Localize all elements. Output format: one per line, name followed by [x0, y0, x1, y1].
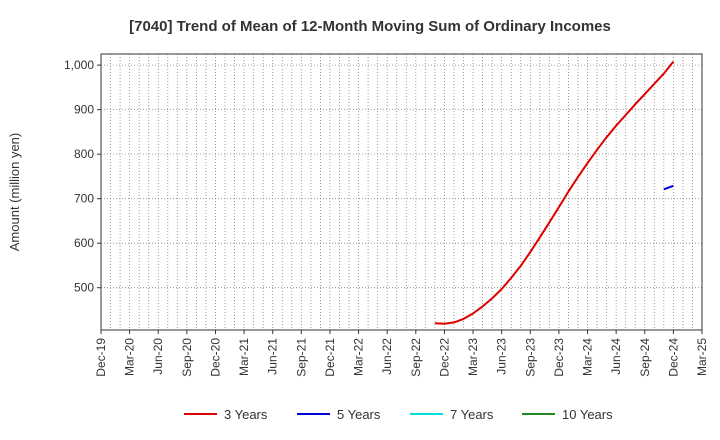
y-tick-label: 600: [74, 236, 94, 250]
x-tick-label: Dec-19: [94, 338, 108, 377]
y-axis: 500 600 700 800 900 1,000: [64, 58, 101, 295]
plot-area: [100, 53, 703, 331]
x-tick-label: Mar-21: [237, 338, 251, 376]
x-axis: Dec-19 Mar-20 Jun-20 Sep-20 Dec-20 Mar-21 Jun-…: [94, 330, 709, 377]
y-axis-label: Amount (million yen): [7, 133, 22, 252]
x-tick-label: Mar-23: [466, 338, 480, 376]
x-tick-label: Sep-21: [294, 338, 308, 377]
series-line: [434, 60, 675, 325]
x-tick-label: Jun-20: [151, 338, 165, 375]
legend: 3 Years 5 Years 7 Years 10 Years: [184, 407, 613, 422]
x-tick-label: Sep-20: [180, 338, 194, 377]
x-tick-label: Sep-24: [638, 338, 652, 377]
legend-label: 10 Years: [562, 407, 613, 422]
x-tick-label: Sep-23: [523, 338, 537, 377]
x-tick-label: Dec-24: [666, 338, 680, 377]
x-tick-label: Sep-22: [409, 338, 423, 377]
x-tick-label: Mar-20: [123, 338, 137, 376]
y-tick-label: 500: [74, 281, 94, 295]
y-tick-label: 1,000: [64, 58, 94, 72]
chart-title: [7040] Trend of Mean of 12-Month Moving …: [129, 18, 611, 35]
y-tick-label: 700: [74, 192, 94, 206]
x-tick-label: Dec-22: [437, 338, 451, 377]
y-tick-label: 900: [74, 103, 94, 117]
series-lines: [434, 60, 675, 325]
x-tick-label: Mar-22: [352, 338, 366, 376]
x-tick-label: Dec-23: [552, 338, 566, 377]
grid: [100, 54, 703, 330]
legend-label: 5 Years: [337, 407, 381, 422]
x-tick-label: Jun-22: [380, 338, 394, 375]
x-tick-label: Dec-21: [323, 338, 337, 377]
x-tick-label: Mar-25: [695, 338, 709, 376]
x-tick-label: Jun-21: [266, 338, 280, 375]
x-tick-label: Jun-23: [495, 338, 509, 375]
series-line: [663, 184, 674, 191]
y-tick-label: 800: [74, 147, 94, 161]
x-tick-label: Mar-24: [581, 338, 595, 376]
legend-label: 3 Years: [224, 407, 268, 422]
x-tick-label: Jun-24: [609, 338, 623, 375]
x-tick-label: Dec-20: [208, 338, 222, 377]
legend-label: 7 Years: [450, 407, 494, 422]
